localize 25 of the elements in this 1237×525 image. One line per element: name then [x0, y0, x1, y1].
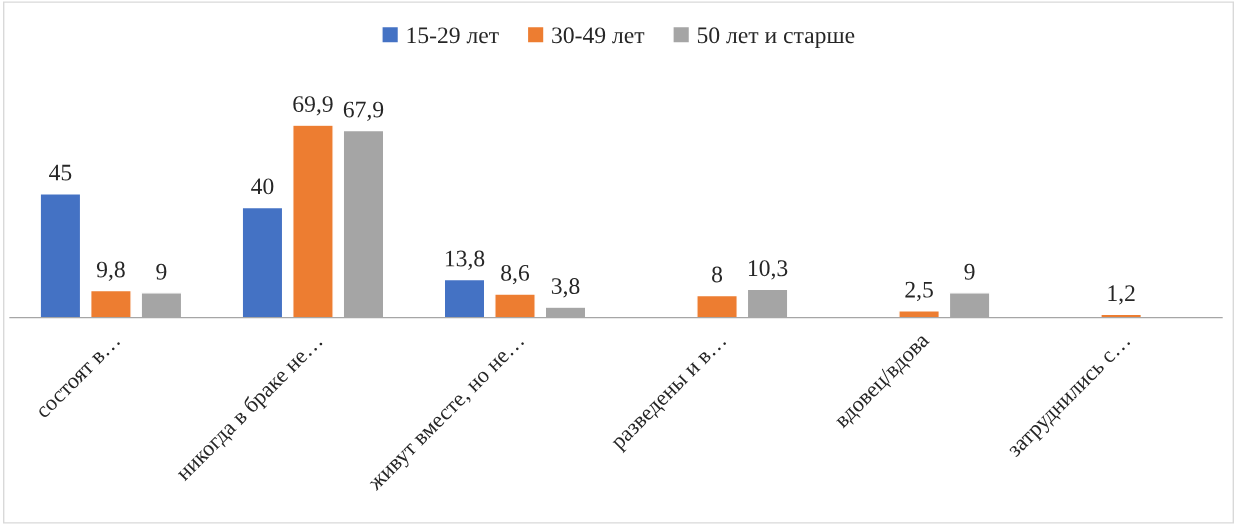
data-label: 67,9: [343, 101, 384, 121]
data-label: 8,6: [501, 264, 530, 285]
data-label: 2,5: [905, 281, 933, 302]
data-label: 1,2: [1108, 285, 1135, 305]
bar: [696, 294, 738, 318]
legend-label: 30-49 лет: [552, 27, 645, 44]
legend-label: 50 лет и старше: [697, 27, 855, 49]
data-label: 10,3: [748, 260, 788, 280]
bar: [898, 310, 940, 318]
data-label: 45: [49, 164, 72, 181]
bar: [90, 289, 132, 318]
bar: [443, 278, 486, 318]
bar: [241, 206, 284, 318]
data-label: 8: [712, 266, 723, 283]
data-label: 69,9: [293, 96, 333, 116]
data-label: 40: [251, 178, 274, 195]
data-label: 9: [964, 263, 975, 280]
bar: [494, 293, 536, 318]
data-label: 9: [156, 263, 167, 280]
data-label: 3,8: [551, 278, 580, 298]
bar: [39, 193, 82, 318]
legend-label: 15-29 лет: [407, 27, 499, 44]
data-label: 13,8: [445, 250, 485, 270]
data-label: 9,8: [96, 261, 125, 281]
bar: [292, 124, 334, 318]
